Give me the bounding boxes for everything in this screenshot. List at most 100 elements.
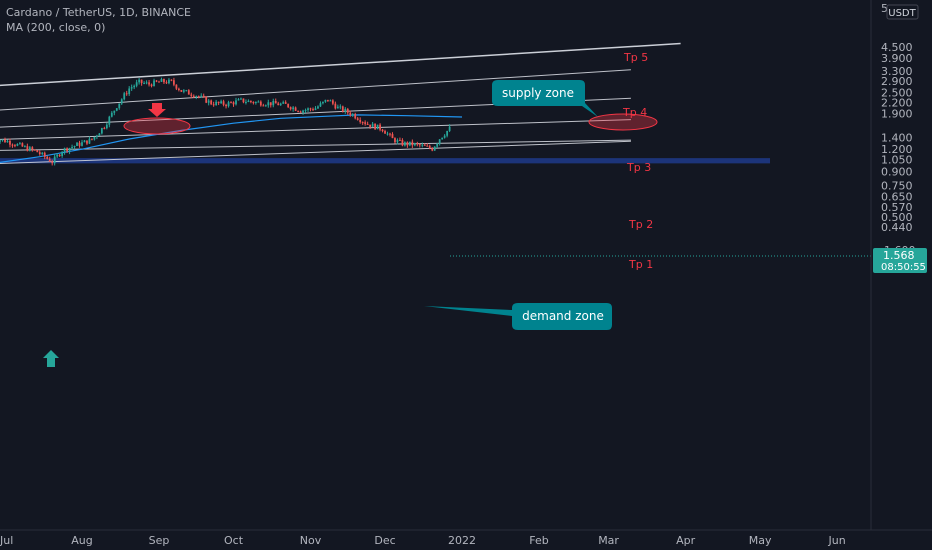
candle bbox=[222, 99, 225, 107]
candle bbox=[88, 136, 91, 145]
candle bbox=[71, 144, 73, 150]
price-axis[interactable]: 5 USDT 4.5003.9003.3002.9002.5002.2001.9… bbox=[870, 0, 927, 530]
time-axis[interactable]: Jul Aug Sep Oct Nov Dec 2022 Feb Mar Apr May Jun bbox=[0, 529, 932, 547]
candle bbox=[267, 99, 270, 108]
sell-arrow-icon bbox=[148, 103, 166, 117]
candle bbox=[364, 120, 367, 126]
candle bbox=[9, 138, 11, 148]
candle bbox=[91, 138, 93, 141]
candle bbox=[227, 100, 230, 108]
candle bbox=[195, 95, 198, 100]
candle bbox=[304, 108, 307, 114]
candle bbox=[433, 146, 436, 151]
candle bbox=[148, 80, 150, 87]
tp2-label: Tp 2 bbox=[628, 218, 653, 231]
candle bbox=[110, 111, 113, 118]
candle bbox=[329, 99, 332, 102]
candle bbox=[307, 107, 309, 112]
candle bbox=[401, 138, 404, 147]
candle bbox=[83, 139, 86, 143]
candle bbox=[96, 134, 98, 140]
candle bbox=[384, 129, 386, 134]
candle bbox=[379, 123, 381, 132]
price-label: 2.200 bbox=[881, 96, 913, 109]
candle bbox=[120, 98, 123, 105]
currency-badge-label: USDT bbox=[888, 8, 916, 19]
candle bbox=[202, 93, 205, 98]
currency-badge[interactable] bbox=[886, 4, 919, 20]
candle bbox=[177, 87, 180, 92]
candle bbox=[163, 78, 165, 85]
candle bbox=[185, 89, 188, 92]
price-label: 0.440 bbox=[881, 221, 913, 234]
candle bbox=[262, 103, 265, 107]
candle bbox=[21, 142, 24, 147]
candle bbox=[192, 94, 195, 98]
price-label: 1.050 bbox=[881, 154, 913, 167]
time-label: May bbox=[749, 534, 772, 547]
current-price-badge bbox=[873, 248, 927, 273]
candle bbox=[158, 80, 160, 83]
candle bbox=[155, 80, 158, 83]
candle bbox=[173, 77, 175, 87]
candle bbox=[374, 123, 376, 130]
candle bbox=[23, 145, 26, 148]
candle bbox=[272, 98, 275, 108]
candle bbox=[443, 134, 446, 139]
candle bbox=[421, 142, 424, 148]
candle bbox=[207, 98, 210, 106]
time-label: Mar bbox=[598, 534, 619, 547]
candle bbox=[175, 84, 178, 91]
supply-ellipse-right bbox=[588, 113, 658, 131]
candle bbox=[391, 132, 394, 139]
candle bbox=[230, 101, 232, 104]
candle bbox=[257, 100, 260, 103]
candle bbox=[309, 107, 312, 112]
candle bbox=[423, 143, 426, 146]
candle bbox=[73, 145, 76, 150]
candle bbox=[1, 139, 4, 142]
candle bbox=[314, 106, 317, 111]
candle bbox=[302, 109, 304, 115]
candle bbox=[331, 99, 334, 106]
candle bbox=[237, 98, 240, 101]
candle bbox=[31, 146, 34, 152]
candle bbox=[100, 127, 103, 135]
candle bbox=[299, 110, 302, 113]
candle bbox=[254, 101, 257, 105]
time-label: Feb bbox=[529, 534, 548, 547]
candle bbox=[138, 77, 141, 85]
tp3-label: Tp 3 bbox=[626, 161, 651, 174]
price-label: 2.500 bbox=[881, 86, 913, 99]
price-label: 2.900 bbox=[881, 75, 913, 88]
time-label: Jul bbox=[0, 534, 13, 547]
tp5-label: Tp 5 bbox=[623, 51, 648, 64]
candle bbox=[294, 106, 297, 112]
candle bbox=[247, 99, 250, 103]
candle bbox=[46, 155, 49, 160]
candle bbox=[346, 107, 349, 115]
candle bbox=[250, 100, 252, 104]
candle bbox=[418, 143, 421, 148]
tp1-label: Tp 1 bbox=[628, 258, 653, 271]
candle bbox=[366, 121, 369, 125]
candle bbox=[351, 113, 354, 117]
demand-zone-box bbox=[0, 158, 770, 164]
candle bbox=[135, 79, 138, 88]
time-label: Jun bbox=[828, 534, 846, 547]
candle bbox=[240, 97, 242, 100]
candle bbox=[312, 107, 314, 112]
candle bbox=[33, 149, 36, 151]
candle bbox=[242, 98, 245, 104]
candle bbox=[245, 99, 247, 105]
candle bbox=[160, 77, 163, 82]
candle bbox=[336, 104, 339, 109]
candle bbox=[399, 137, 401, 141]
price-label: 1.200 bbox=[881, 143, 913, 156]
candle bbox=[51, 159, 54, 166]
candle bbox=[6, 139, 9, 143]
candle bbox=[225, 103, 227, 109]
candle bbox=[217, 101, 220, 106]
candle bbox=[269, 102, 272, 108]
